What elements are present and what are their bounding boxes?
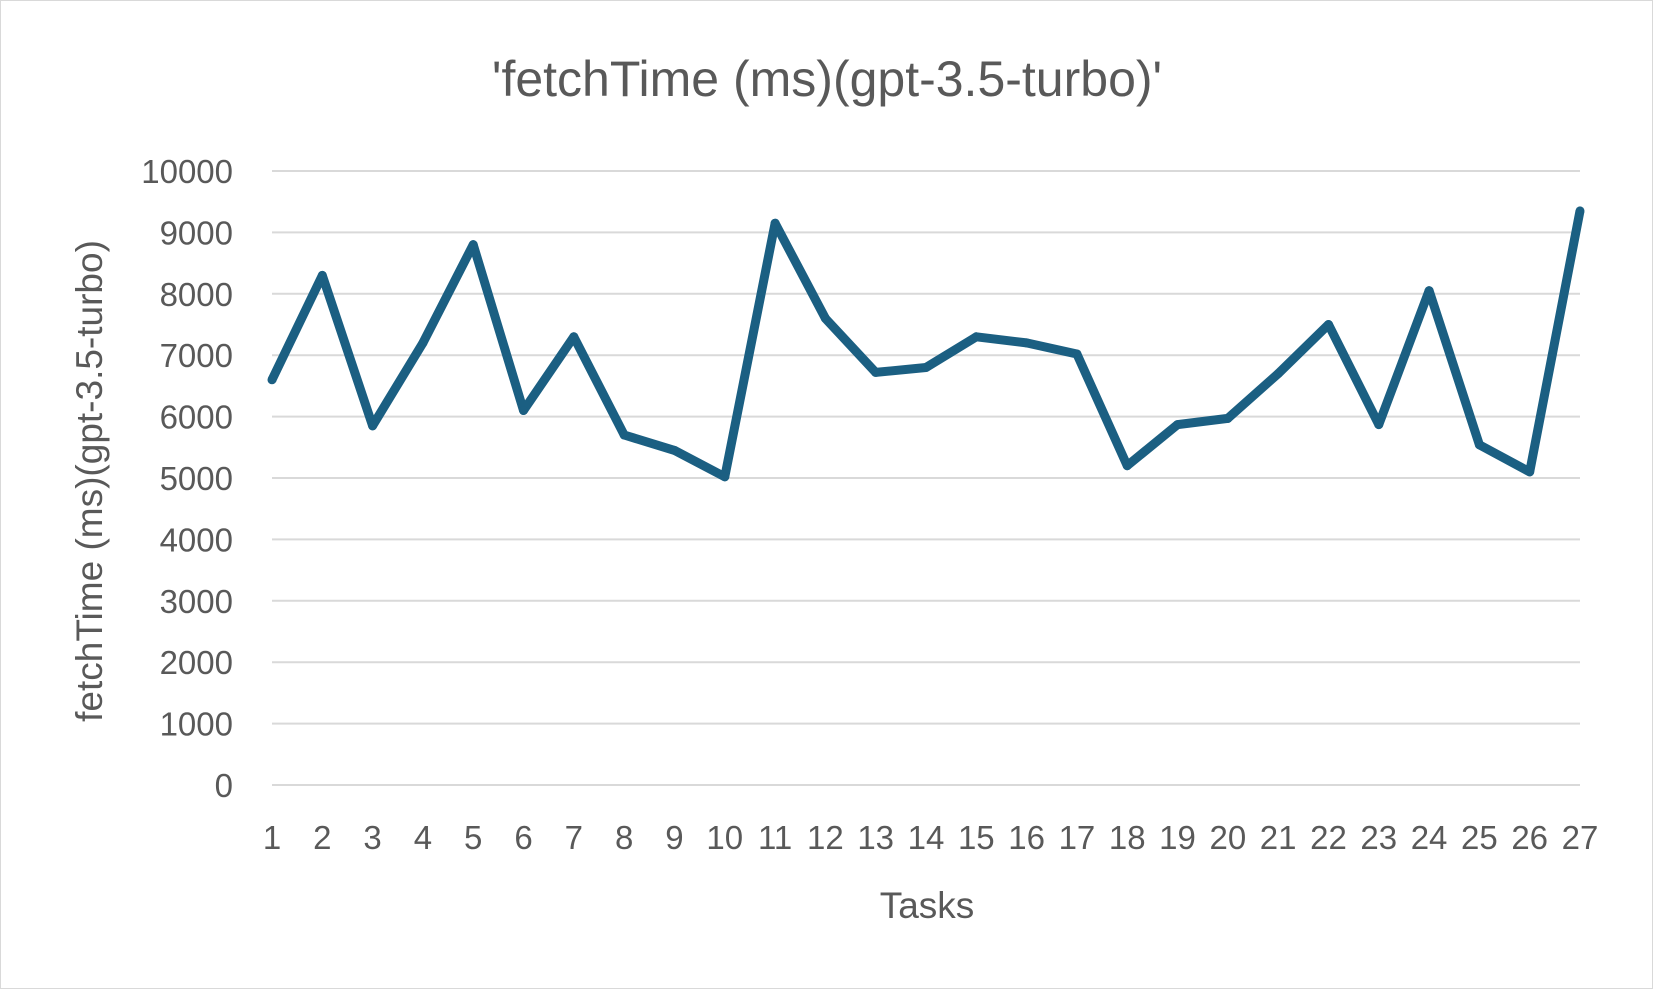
data-point — [820, 313, 830, 323]
y-axis-tick-labels: 0 1000 2000 3000 4000 5000 6000 7000 8000 9000 100… — [141, 153, 233, 804]
x-tick-label: 7 — [565, 819, 583, 856]
data-point — [871, 367, 881, 377]
data-point — [418, 338, 428, 348]
y-tick-label: 2000 — [160, 644, 233, 681]
x-tick-label: 2 — [313, 819, 331, 856]
x-tick-label: 15 — [958, 819, 995, 856]
data-point — [1424, 286, 1434, 296]
x-tick-label: 22 — [1310, 819, 1347, 856]
data-point — [1575, 206, 1585, 216]
y-tick-label: 1000 — [160, 706, 233, 743]
y-axis-title: fetchTime (ms)(gpt-3.5-turbo) — [69, 240, 110, 722]
data-point — [1474, 440, 1484, 450]
data-point — [1022, 338, 1032, 348]
data-point — [468, 240, 478, 250]
x-tick-label: 3 — [363, 819, 381, 856]
data-point — [519, 405, 529, 415]
data-point — [1525, 467, 1535, 477]
data-point — [619, 430, 629, 440]
x-tick-label: 23 — [1360, 819, 1397, 856]
y-tick-label: 10000 — [141, 153, 233, 190]
x-tick-label: 18 — [1109, 819, 1146, 856]
data-point — [770, 218, 780, 228]
x-tick-label: 16 — [1008, 819, 1045, 856]
data-point — [1223, 413, 1233, 423]
y-tick-label: 0 — [215, 767, 233, 804]
x-tick-label: 8 — [615, 819, 633, 856]
data-point — [921, 362, 931, 372]
x-tick-label: 11 — [758, 819, 792, 856]
x-tick-label: 12 — [807, 819, 844, 856]
data-point — [368, 421, 378, 431]
x-tick-label: 25 — [1461, 819, 1498, 856]
data-point — [720, 472, 730, 482]
data-point — [669, 445, 679, 455]
y-tick-label: 8000 — [160, 276, 233, 313]
gridlines — [272, 170, 1580, 786]
x-tick-label: 14 — [908, 819, 945, 856]
x-tick-label: 10 — [706, 819, 743, 856]
x-axis-title: Tasks — [880, 885, 975, 926]
data-point — [1374, 420, 1384, 430]
x-tick-label: 27 — [1562, 819, 1599, 856]
x-tick-label: 1 — [263, 819, 281, 856]
y-tick-label: 4000 — [160, 521, 233, 558]
y-tick-label: 5000 — [160, 460, 233, 497]
x-tick-label: 21 — [1260, 819, 1297, 856]
x-tick-label: 24 — [1411, 819, 1448, 856]
x-tick-label: 26 — [1511, 819, 1548, 856]
series-lines — [267, 206, 1585, 482]
data-point — [1122, 461, 1132, 471]
x-tick-label: 20 — [1209, 819, 1246, 856]
data-point — [1173, 420, 1183, 430]
data-point — [1323, 320, 1333, 329]
y-tick-label: 7000 — [160, 337, 233, 374]
x-tick-label: 13 — [857, 819, 894, 856]
y-tick-label: 9000 — [160, 214, 233, 251]
x-tick-label: 17 — [1059, 819, 1096, 856]
x-tick-label: 6 — [514, 819, 532, 856]
chart-title: 'fetchTime (ms)(gpt-3.5-turbo)' — [492, 51, 1162, 107]
data-point — [971, 332, 981, 342]
data-point — [267, 375, 277, 385]
x-tick-label: 4 — [414, 819, 432, 856]
data-point — [569, 332, 579, 342]
data-point — [1072, 349, 1082, 359]
x-tick-label: 9 — [665, 819, 683, 856]
y-tick-label: 6000 — [160, 399, 233, 436]
x-tick-label: 19 — [1159, 819, 1196, 856]
series-line-0 — [267, 210, 1585, 482]
x-tick-label: 5 — [464, 819, 482, 856]
y-tick-label: 3000 — [160, 583, 233, 620]
data-point — [1273, 369, 1283, 379]
data-point — [317, 270, 327, 280]
x-axis-tick-labels: 1 2 3 4 5 6 7 8 9 10 11 12 13 14 15 16 17 18 19 20 21 22 23 24 2… — [263, 819, 1599, 856]
